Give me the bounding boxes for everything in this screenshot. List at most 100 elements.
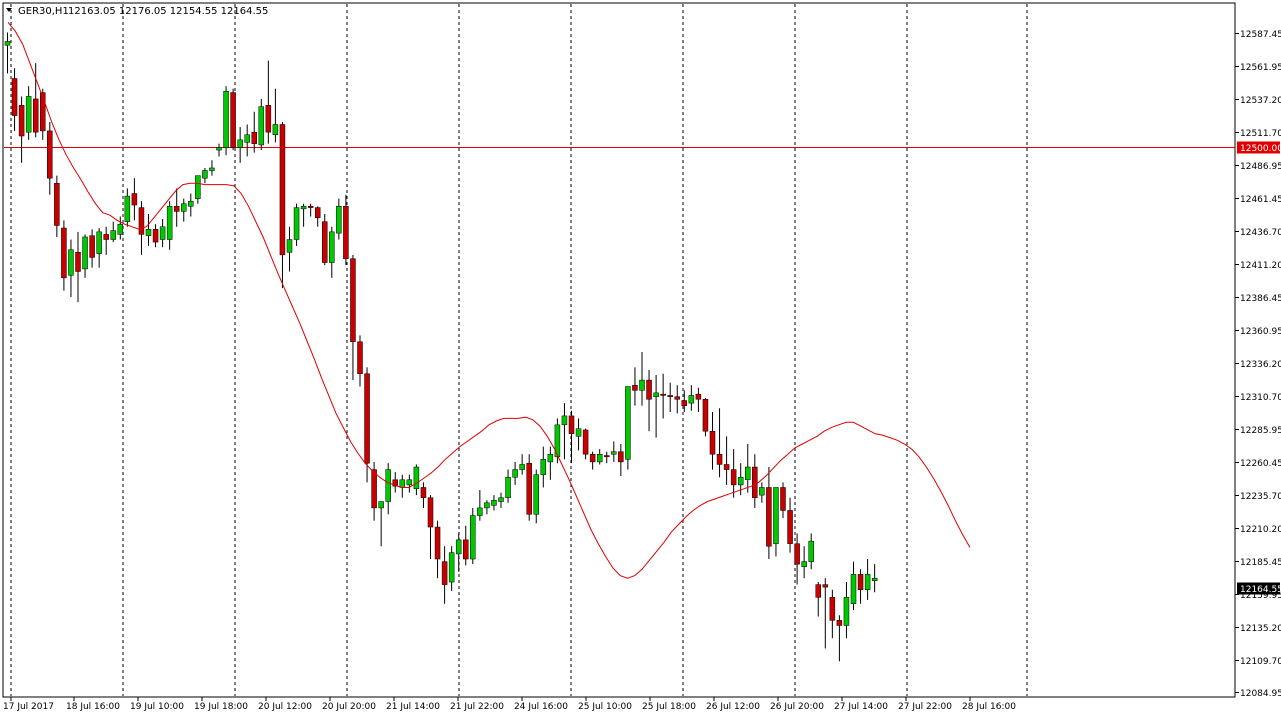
candle [314,206,321,227]
candle [808,533,814,570]
candle [864,559,871,600]
candle [547,446,554,480]
candle [159,219,166,248]
candle [568,410,575,464]
x-tick-label: 21 Jul 22:00 [450,702,504,712]
candle [653,374,659,438]
bull-candle-body [455,539,462,555]
dropdown-triangle-icon[interactable] [6,8,12,12]
candle [752,454,758,508]
bull-candle-body [223,91,229,148]
candle [730,449,737,498]
bull-candle-body [406,479,413,486]
candle [484,500,490,515]
candle [18,96,25,163]
level-price-label: 12500.00 [1240,144,1281,154]
bear-candle-body [674,396,680,400]
candle [25,86,32,140]
bull-candle-body [237,139,243,148]
candle [448,546,455,591]
bull-candle-body [484,502,490,509]
candle [322,213,328,266]
ohlc-readout: 12163.05 12176.05 12154.55 12164.55 [68,6,268,17]
bear-candle-body [660,393,666,396]
bull-candle-body [336,206,342,234]
candle [787,497,793,553]
candle [519,454,525,475]
y-tick-label: 12511.70 [1240,129,1281,139]
bull-candle-body [470,515,476,560]
candles [4,32,878,662]
bull-candle-body [533,474,539,515]
bull-candle-body [159,226,166,240]
bull-candle-body [547,453,554,463]
bear-candle-body [632,384,638,391]
candle [202,167,208,184]
candle [533,469,539,524]
bear-candle-body [857,574,864,590]
last-price-tag [1237,582,1280,595]
plot-area [2,2,1236,698]
candle [759,482,765,503]
bear-candle-body [54,183,60,226]
candle [378,501,384,547]
candle [11,68,18,131]
bear-candle-body [392,479,398,487]
symbol-label: GER30,H1 [18,6,69,17]
candle [61,220,67,291]
bear-candle-body [434,526,441,560]
bull-candle-body [561,415,568,426]
bull-candle-body [639,379,645,391]
candle [554,418,561,464]
candle [420,482,427,508]
candle [589,451,596,470]
bear-candle-body [463,539,469,560]
bear-candle-body [89,235,95,258]
y-tick-label: 12486.95 [1240,162,1281,172]
x-tick-label: 28 Jul 16:00 [962,702,1016,712]
candle [166,201,173,250]
candle [625,386,631,470]
bull-candle-body [737,476,744,486]
bear-candle-body [667,395,673,397]
bear-candle-body [138,207,145,235]
bear-candle-body [314,207,321,219]
bear-candle-body [307,206,314,208]
y-tick-label: 12135.20 [1240,624,1281,634]
candle [709,412,716,470]
bull-candle-body [195,175,201,199]
bull-candle-body [209,167,215,171]
bull-candle-body [864,574,871,590]
candle [216,143,222,157]
x-tick-label: 25 Jul 10:00 [578,702,632,712]
candle [75,231,81,303]
bear-candle-body [152,229,159,243]
candle [195,175,201,204]
candle [230,88,236,151]
candle [604,451,610,464]
bear-candle-body [32,98,39,133]
y-tick-label: 12260.45 [1240,459,1281,469]
candle [89,229,95,268]
bear-candle-body [730,469,737,486]
bear-candle-body [364,373,370,464]
candle [477,490,483,521]
candle [815,582,821,617]
candle [124,188,131,227]
candle [540,446,547,488]
candle [618,444,624,476]
level-price-tag [1237,141,1280,154]
bear-candle-body [265,105,272,133]
bull-candle-body [378,501,384,509]
candle [181,198,187,222]
candle [103,226,109,255]
bull-candle-body [188,200,194,207]
time-axis: 17 Jul 2017 18 Jul 16:00 19 Jul 10:00 19 Ju… [3,697,1016,712]
bull-candle-body [759,487,765,496]
candle [152,224,159,248]
bear-candle-body [343,206,349,259]
bull-candle-body [258,106,265,146]
candle [702,397,709,437]
